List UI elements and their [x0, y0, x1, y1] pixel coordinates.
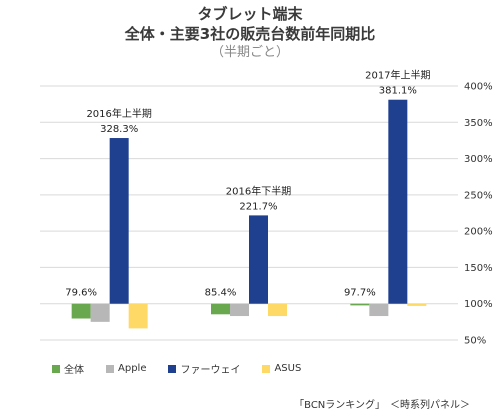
- bar: [211, 303, 230, 315]
- y-tick-label: 200%: [464, 227, 493, 238]
- bar: [249, 215, 268, 304]
- category-label: 2016年下半期: [226, 184, 291, 197]
- legend-swatch: [106, 364, 114, 373]
- bar: [109, 138, 129, 304]
- chart-subtitle: （半期ごと）: [210, 45, 289, 60]
- bar: [128, 303, 148, 329]
- y-tick-label: 250%: [464, 190, 493, 201]
- data-label: 381.1%: [379, 86, 417, 97]
- y-tick-label: 300%: [464, 154, 493, 165]
- y-tick-label: 50%: [464, 336, 486, 347]
- legend-item: ファーウェイ: [168, 361, 240, 376]
- y-tick-label: 100%: [464, 299, 493, 310]
- legend-swatch: [168, 364, 177, 373]
- y-tick-label: 400%: [464, 82, 493, 93]
- source-footer: 「BCNランキング」 ＜時系列パネル＞: [294, 400, 470, 411]
- legend-label: ASUS: [274, 363, 302, 374]
- category-label: 2016年上半期: [86, 107, 151, 120]
- legend-swatch: [262, 364, 271, 373]
- bar: [268, 303, 287, 317]
- legend-swatch: [52, 364, 60, 373]
- bar: [71, 303, 91, 319]
- legend-item: 全体: [52, 361, 84, 376]
- data-label: 85.4%: [205, 288, 237, 299]
- data-label: 97.7%: [344, 288, 376, 299]
- bar: [407, 303, 427, 306]
- bar: [350, 303, 370, 306]
- bar: [90, 303, 110, 322]
- legend-label: ファーウェイ: [180, 365, 241, 376]
- bar: [230, 303, 249, 317]
- bar: [388, 99, 408, 304]
- y-tick-label: 150%: [464, 263, 493, 274]
- chart-legend: 全体 Apple ファーウェイ ASUS: [52, 361, 301, 376]
- y-tick-label: 350%: [464, 118, 493, 129]
- legend-label: Apple: [118, 363, 147, 374]
- legend-label: 全体: [64, 365, 84, 376]
- data-label: 328.3%: [100, 124, 138, 135]
- bar: [369, 303, 389, 317]
- legend-item: ASUS: [262, 361, 301, 376]
- data-label: 79.6%: [65, 288, 97, 299]
- chart-title-line1: タブレット端末: [197, 5, 303, 23]
- data-label: 221.7%: [239, 201, 277, 212]
- legend-item: Apple: [106, 361, 146, 376]
- category-label: 2017年上半期: [365, 69, 430, 82]
- chart-title-block: タブレット端末 全体・主要3社の販売台数前年同期比 （半期ごと）: [0, 4, 500, 62]
- chart-title-line2: 全体・主要3社の販売台数前年同期比: [124, 25, 376, 43]
